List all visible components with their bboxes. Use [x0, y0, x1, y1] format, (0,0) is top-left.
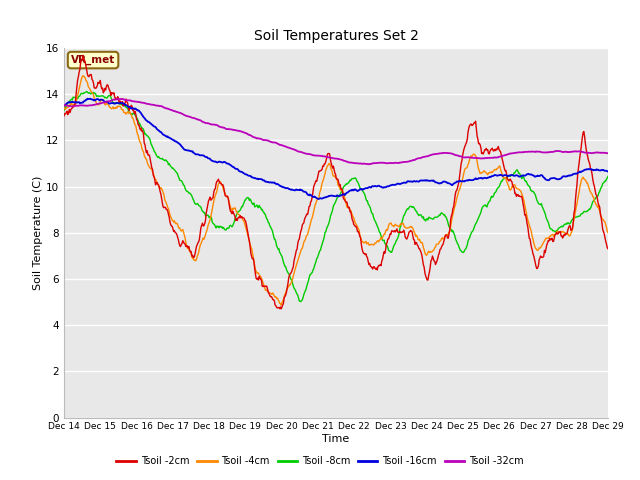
Legend: Tsoil -2cm, Tsoil -4cm, Tsoil -8cm, Tsoil -16cm, Tsoil -32cm: Tsoil -2cm, Tsoil -4cm, Tsoil -8cm, Tsoi… — [113, 453, 527, 470]
Y-axis label: Soil Temperature (C): Soil Temperature (C) — [33, 176, 43, 290]
Text: VR_met: VR_met — [71, 55, 115, 65]
X-axis label: Time: Time — [323, 434, 349, 444]
Title: Soil Temperatures Set 2: Soil Temperatures Set 2 — [253, 29, 419, 43]
